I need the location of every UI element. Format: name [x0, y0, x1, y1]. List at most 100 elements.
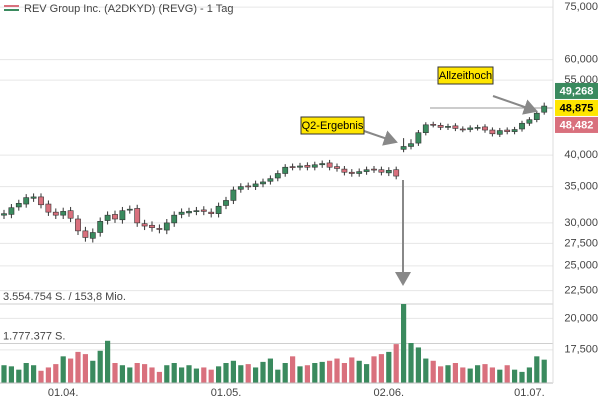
volume-bar	[282, 363, 288, 383]
candle-body	[519, 122, 525, 130]
volume-bar	[223, 363, 229, 383]
volume-bar	[171, 363, 177, 383]
candle-body	[260, 181, 266, 185]
candle-body	[193, 210, 200, 212]
volume-bar	[16, 369, 22, 383]
volume-bar	[238, 365, 244, 383]
volume-bar	[245, 364, 251, 383]
volume-bar	[430, 360, 436, 383]
candle-body	[326, 162, 333, 168]
volume-bar	[304, 365, 310, 383]
volume-bar	[68, 358, 74, 383]
volume-bar	[356, 360, 362, 383]
volume-bar	[504, 365, 510, 383]
volume-bar	[216, 366, 222, 383]
volume-bar	[378, 354, 384, 383]
candle-body	[171, 214, 178, 224]
volume-bar	[201, 367, 207, 383]
candle-body	[393, 169, 400, 177]
y-tick-label: 75,000	[564, 1, 598, 13]
volume-bar	[319, 361, 325, 383]
candle-body	[267, 178, 274, 182]
volume-bar	[8, 366, 14, 383]
volume-bar	[38, 370, 44, 383]
candle-body	[415, 132, 422, 144]
candle-body	[163, 222, 170, 231]
price-layer	[1, 102, 553, 243]
volume-bar	[90, 360, 96, 383]
candle-body	[230, 189, 237, 201]
candle-body	[112, 214, 118, 220]
candle-body	[400, 146, 407, 150]
volume-bar	[290, 356, 296, 383]
volume-bar	[186, 365, 192, 383]
candle-body	[356, 171, 363, 174]
candle-body	[504, 129, 511, 132]
candle-body	[208, 211, 215, 214]
arrow	[363, 130, 398, 146]
candle-body	[334, 166, 340, 169]
candle-body	[341, 168, 348, 173]
volume-bar	[179, 367, 185, 383]
candle-body	[496, 130, 503, 135]
volume-bar	[97, 350, 103, 383]
volume-bar	[519, 371, 525, 383]
price-tag-label: 48,482	[560, 119, 594, 131]
candle-body	[422, 124, 429, 133]
volume-bar	[260, 361, 266, 383]
candle-body	[452, 125, 459, 129]
y-tick-label: 17,500	[564, 344, 598, 356]
volume-bar	[393, 344, 399, 383]
volume-bar	[327, 360, 333, 383]
y-tick-label: 27,500	[564, 237, 598, 249]
candle-body	[274, 173, 281, 179]
volume-bar	[541, 359, 547, 383]
volume-bar	[512, 369, 518, 383]
volume-bar	[349, 357, 355, 383]
candle-body	[38, 196, 44, 206]
candle-body	[489, 129, 496, 135]
volume-bar	[341, 363, 347, 383]
y-tick-label: 60,000	[564, 54, 598, 66]
candle-body	[67, 210, 74, 219]
volume-layer	[1, 304, 547, 383]
arrow	[492, 95, 538, 115]
candle-body	[282, 166, 289, 174]
candle-body	[363, 169, 370, 172]
candle-body	[200, 209, 207, 212]
candle-body	[408, 143, 414, 147]
candle-body	[52, 211, 59, 216]
candle-body	[289, 166, 296, 168]
volume-bar	[297, 366, 303, 383]
candle-body	[445, 126, 451, 128]
candle-body	[245, 185, 252, 188]
volume-bar	[415, 347, 421, 383]
candle-body	[23, 197, 30, 205]
volume-bar	[142, 364, 148, 383]
y-tick-label: 35,000	[564, 180, 598, 192]
candle-body	[8, 207, 15, 215]
volume-bar	[312, 363, 318, 383]
price-tag	[555, 99, 598, 116]
candle-body	[541, 105, 548, 113]
volume-bar	[452, 363, 458, 383]
volume-bar	[53, 364, 59, 383]
candle-body	[371, 168, 377, 171]
volume-tick-label: 1.777.377 S.	[3, 330, 65, 342]
candle-body	[437, 125, 444, 128]
candle-body	[459, 128, 466, 131]
candle-body	[1, 213, 7, 216]
volume-bar	[253, 367, 259, 383]
volume-bar	[482, 364, 488, 383]
candle-body	[119, 210, 126, 221]
volume-bar	[193, 368, 199, 383]
price-tag-label: 49,268	[560, 85, 594, 97]
annotation-box	[300, 116, 365, 135]
volume-bar	[460, 367, 466, 383]
y-tick-label: 25,000	[564, 260, 598, 272]
volume-bar	[82, 354, 88, 383]
candle-body	[215, 205, 222, 214]
candle-body	[430, 123, 437, 126]
candle-body	[30, 196, 37, 199]
volume-bar	[386, 351, 392, 383]
